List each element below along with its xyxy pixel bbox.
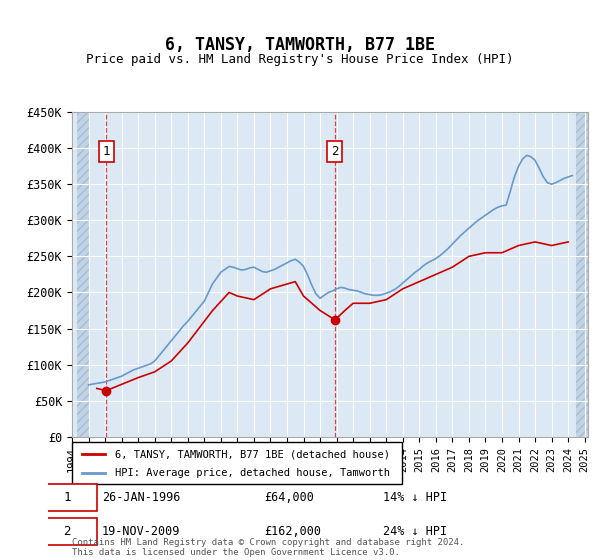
Text: 2: 2 — [63, 525, 71, 538]
Text: 14% ↓ HPI: 14% ↓ HPI — [383, 491, 447, 504]
FancyBboxPatch shape — [72, 442, 402, 484]
FancyBboxPatch shape — [37, 518, 97, 545]
Text: 1: 1 — [63, 491, 71, 504]
FancyBboxPatch shape — [37, 484, 97, 511]
Bar — [77, 112, 89, 437]
Bar — [77, 112, 89, 437]
Text: HPI: Average price, detached house, Tamworth: HPI: Average price, detached house, Tamw… — [115, 468, 390, 478]
Text: 1: 1 — [103, 145, 110, 158]
Text: 6, TANSY, TAMWORTH, B77 1BE: 6, TANSY, TAMWORTH, B77 1BE — [165, 36, 435, 54]
Text: 26-JAN-1996: 26-JAN-1996 — [102, 491, 181, 504]
Text: 19-NOV-2009: 19-NOV-2009 — [102, 525, 181, 538]
Text: 6, TANSY, TAMWORTH, B77 1BE (detached house): 6, TANSY, TAMWORTH, B77 1BE (detached ho… — [115, 449, 390, 459]
Text: £64,000: £64,000 — [264, 491, 314, 504]
Bar — [577, 112, 588, 437]
Text: £162,000: £162,000 — [264, 525, 321, 538]
Text: Contains HM Land Registry data © Crown copyright and database right 2024.
This d: Contains HM Land Registry data © Crown c… — [72, 538, 464, 557]
Text: Price paid vs. HM Land Registry's House Price Index (HPI): Price paid vs. HM Land Registry's House … — [86, 53, 514, 66]
Text: 2: 2 — [331, 145, 339, 158]
Text: 24% ↓ HPI: 24% ↓ HPI — [383, 525, 447, 538]
Bar — [577, 112, 588, 437]
